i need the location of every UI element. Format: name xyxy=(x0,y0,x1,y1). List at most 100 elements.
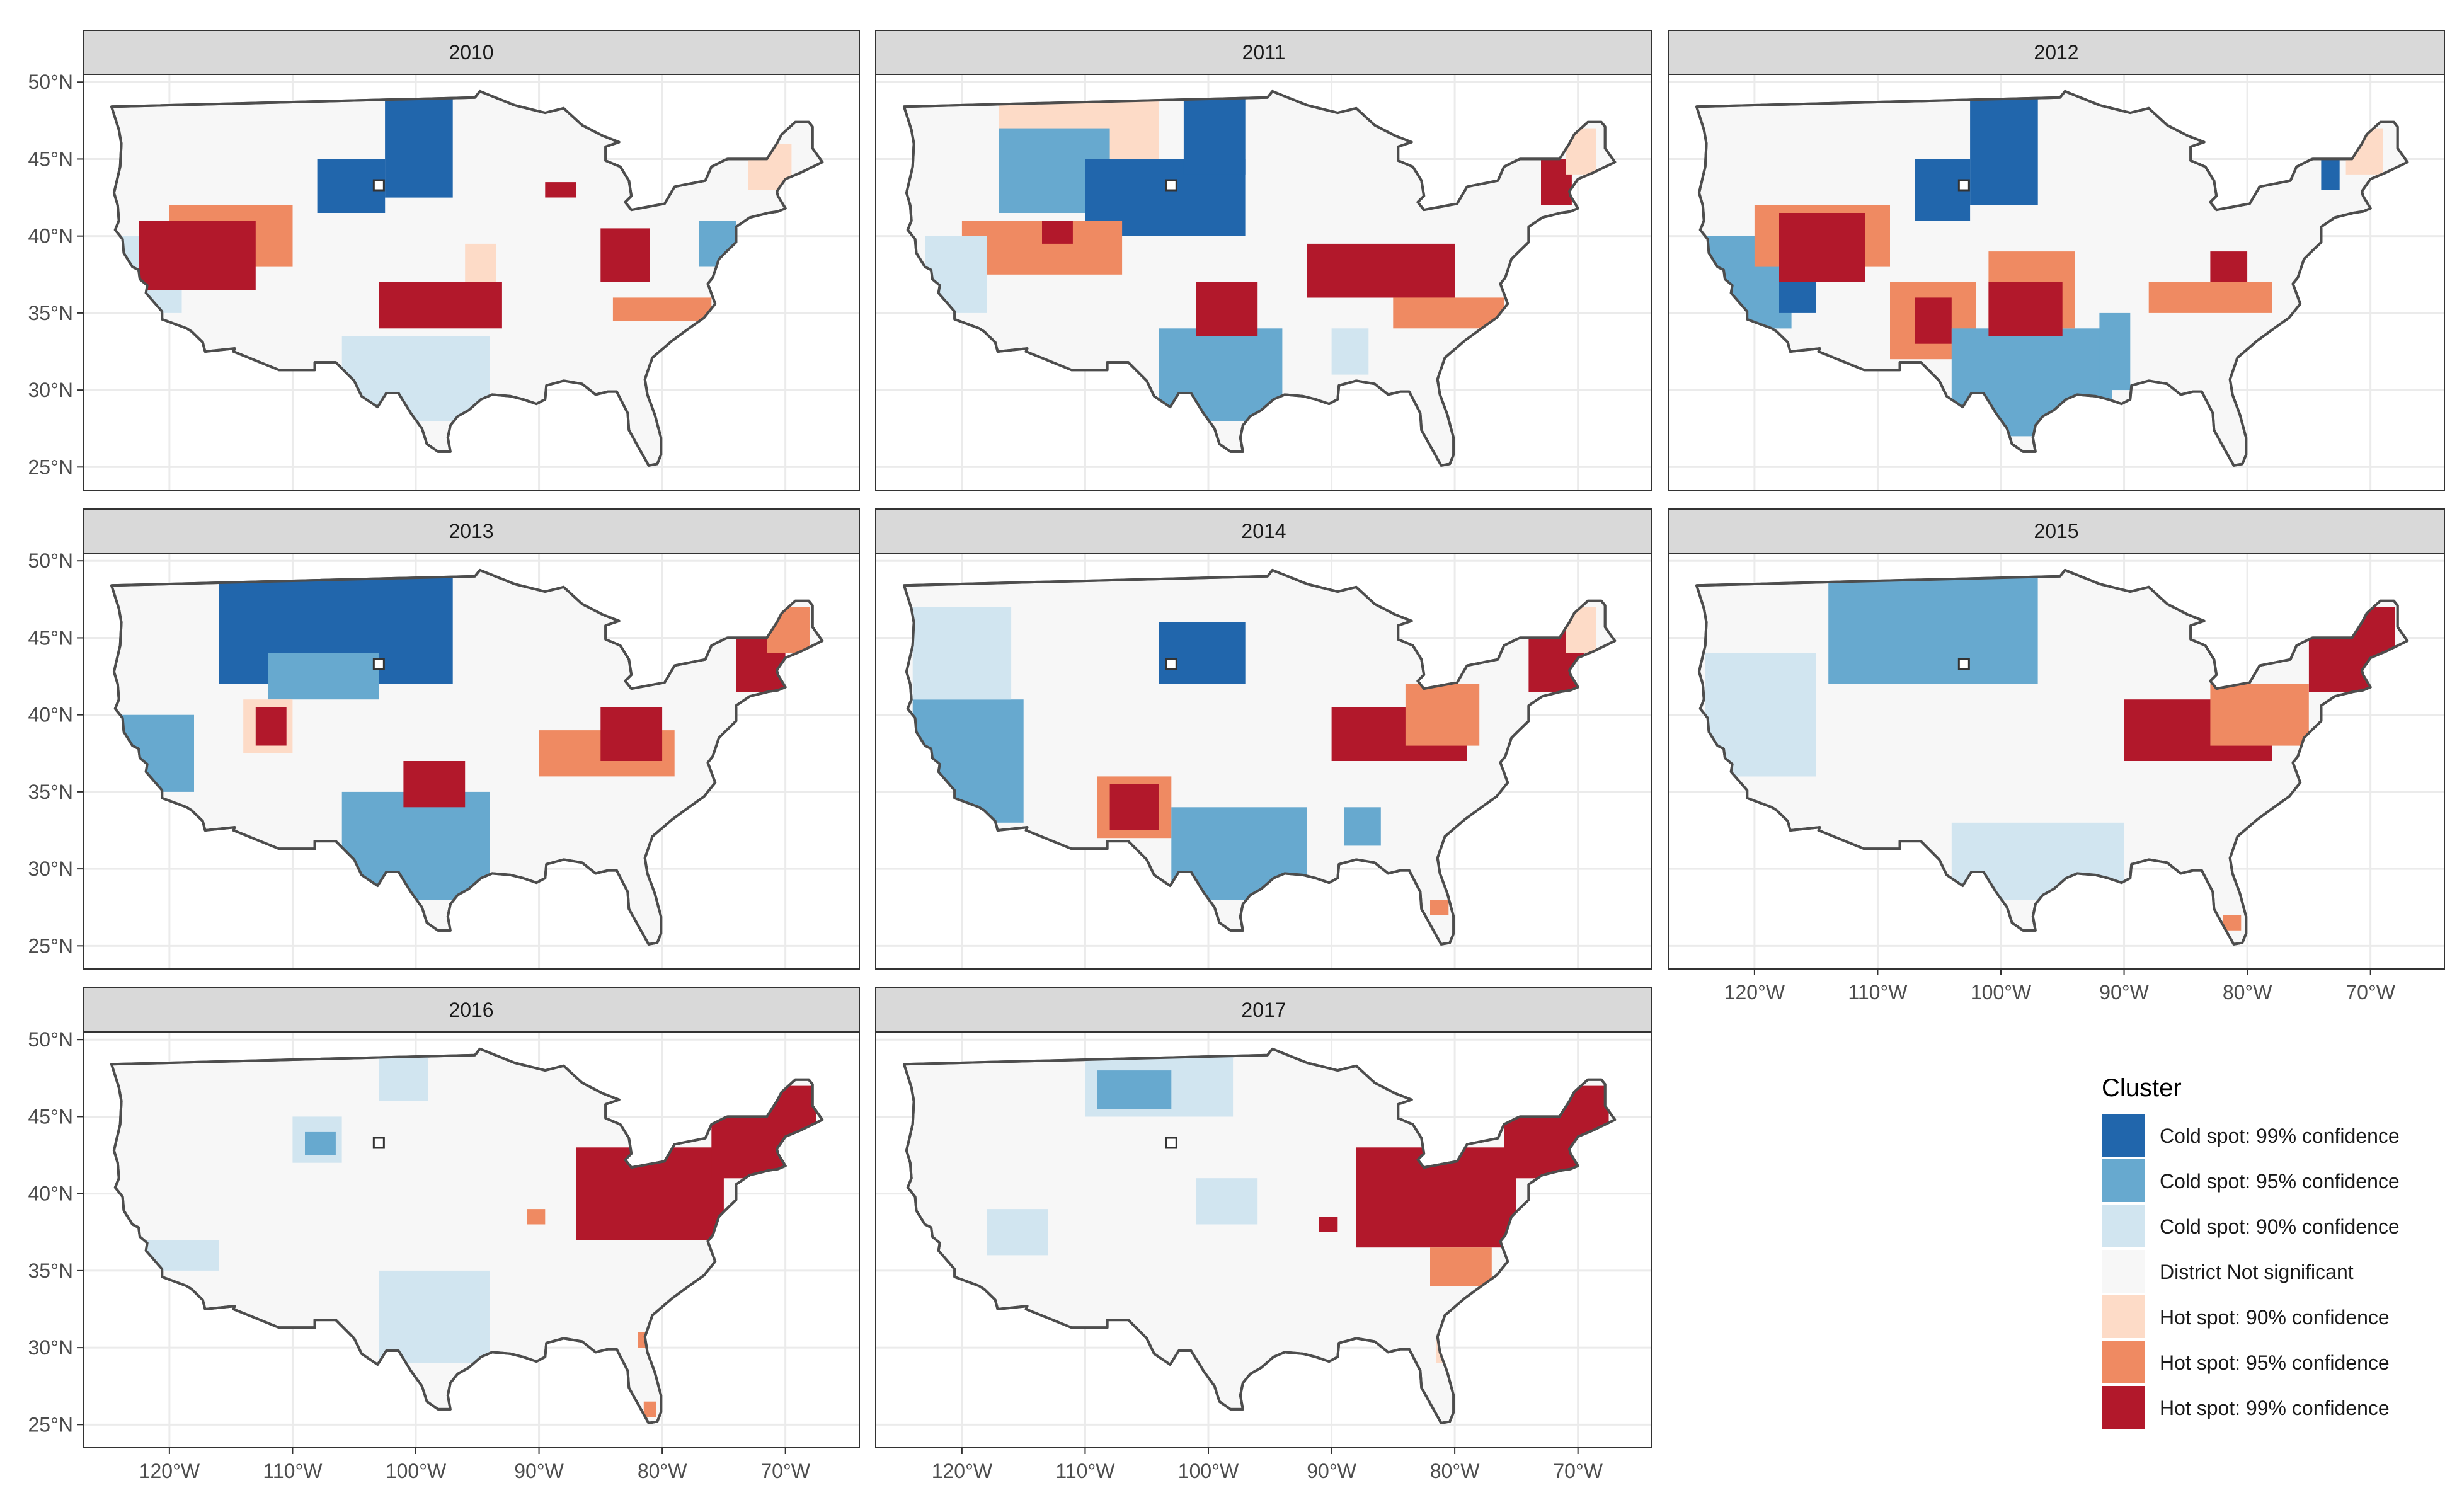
y-tick-label: 35°N xyxy=(28,302,74,324)
cluster-h95 xyxy=(1405,684,1480,746)
usa-outline xyxy=(903,89,1617,467)
cluster-c90 xyxy=(1331,328,1369,375)
cluster-h95 xyxy=(1393,297,1504,329)
facet-label: 2013 xyxy=(449,520,493,542)
usa-outline xyxy=(1695,89,2409,467)
location-marker xyxy=(372,658,385,670)
y-tick-label: 40°N xyxy=(28,225,74,248)
y-tick-label: 25°N xyxy=(28,1413,74,1436)
panel-border xyxy=(1668,553,2445,970)
cluster-h95 xyxy=(643,1401,656,1418)
x-tick-label: 80°W xyxy=(2223,981,2272,1004)
y-tick-label: 35°N xyxy=(28,781,74,803)
usa-outline xyxy=(903,1047,1617,1424)
legend-label: Cold spot: 95% confidence xyxy=(2160,1170,2400,1193)
x-tick-label: 120°W xyxy=(932,1460,993,1482)
cluster-h99 xyxy=(1915,297,1952,344)
panel-2017: 2017 120°W 110°W 100°W 90°W 80°W 70°W xyxy=(875,987,1652,1482)
facet-label: 2014 xyxy=(1241,520,1286,542)
y-tick-label: 30°N xyxy=(28,857,74,880)
facet-panels: 2010 50°N 45°N 40°N 35°N 30°N 25°N 2011 2012 2013… xyxy=(28,30,2445,1482)
location-marker xyxy=(1165,1137,1177,1149)
location-marker xyxy=(1957,179,1970,192)
cluster-c95 xyxy=(1097,1070,1172,1109)
legend-label: Hot spot: 90% confidence xyxy=(2160,1306,2390,1329)
x-tick-label: 90°W xyxy=(1307,1460,1356,1482)
x-tick-label: 120°W xyxy=(1724,981,1785,1004)
y-tick-label: 50°N xyxy=(28,71,74,93)
cluster-c90 xyxy=(912,607,1012,700)
panel-border xyxy=(875,1031,1652,1448)
panel-2015: 2015 120°W 110°W 100°W 90°W 80°W 70°W xyxy=(1668,508,2445,1004)
panel-border xyxy=(1668,74,2445,491)
panel-border xyxy=(83,1031,860,1448)
x-tick-label: 110°W xyxy=(1848,981,1908,1004)
cluster-h95 xyxy=(2148,282,2272,313)
y-tick-label: 50°N xyxy=(28,549,74,572)
legend-swatch xyxy=(2102,1250,2145,1293)
panel-border xyxy=(875,74,1652,491)
facet-label: 2010 xyxy=(449,41,493,64)
location-marker xyxy=(372,179,385,192)
panel-2016: 2016 50°N 45°N 40°N 35°N 30°N 25°N 120°W 110°W 10… xyxy=(28,987,860,1482)
cluster-layer xyxy=(1705,97,2383,437)
cluster-h99 xyxy=(403,761,466,808)
cluster-h99 xyxy=(1042,220,1073,244)
x-tick-label: 100°W xyxy=(1178,1460,1239,1482)
y-tick-label: 40°N xyxy=(28,704,74,726)
cluster-h95 xyxy=(1430,1247,1492,1286)
facet-label: 2015 xyxy=(2034,520,2078,542)
x-tick-label: 80°W xyxy=(1430,1460,1480,1482)
y-tick-label: 25°N xyxy=(28,934,74,957)
y-tick-label: 45°N xyxy=(28,1105,74,1128)
panel-border xyxy=(83,553,860,970)
cluster-h99 xyxy=(1319,1217,1338,1232)
panel-2014: 2014 xyxy=(875,508,1652,970)
cluster-c90 xyxy=(379,1270,490,1363)
usa-outline xyxy=(903,568,1617,946)
facet-strip xyxy=(83,30,860,75)
cluster-c99 xyxy=(1970,97,2038,205)
legend-swatch xyxy=(2102,1159,2145,1202)
cluster-h95 xyxy=(2210,684,2309,746)
y-tick-label: 30°N xyxy=(28,1336,74,1359)
y-tick-label: 25°N xyxy=(28,455,74,478)
facet-strip xyxy=(1668,508,2445,554)
cluster-layer xyxy=(1705,576,2395,931)
usa-outline xyxy=(110,89,824,467)
cluster-c95 xyxy=(1344,807,1381,846)
cluster-h95 xyxy=(527,1209,546,1225)
panel-border xyxy=(875,553,1652,970)
cluster-c95 xyxy=(268,653,379,700)
x-tick-label: 90°W xyxy=(2099,981,2149,1004)
cluster-h99 xyxy=(545,182,576,198)
cluster-h99 xyxy=(1988,282,2063,336)
usa-outline xyxy=(110,568,824,946)
legend-swatch xyxy=(2102,1295,2145,1338)
cluster-h99 xyxy=(600,707,663,761)
cluster-h99 xyxy=(1109,784,1159,830)
x-tick-label: 80°W xyxy=(638,1460,687,1482)
legend-label: Hot spot: 95% confidence xyxy=(2160,1351,2390,1374)
facet-label: 2017 xyxy=(1241,999,1286,1021)
legend-label: Hot spot: 99% confidence xyxy=(2160,1397,2390,1419)
location-marker xyxy=(1165,658,1177,670)
location-marker xyxy=(1957,658,1970,670)
panel-2010: 2010 50°N 45°N 40°N 35°N 30°N 25°N xyxy=(28,30,860,491)
y-tick-label: 50°N xyxy=(28,1028,74,1051)
panel-border xyxy=(83,74,860,491)
x-tick-label: 110°W xyxy=(1055,1460,1115,1482)
legend-title: Cluster xyxy=(2102,1074,2182,1102)
cluster-c95 xyxy=(305,1131,336,1155)
y-tick-label: 40°N xyxy=(28,1183,74,1205)
facet-strip xyxy=(83,987,860,1033)
cluster-c99 xyxy=(1183,97,1246,175)
legend: Cluster Cold spot: 99% confidence Cold spo… xyxy=(2102,1074,2400,1429)
x-tick-label: 120°W xyxy=(139,1460,200,1482)
cluster-h99 xyxy=(1779,213,1865,282)
y-tick-label: 45°N xyxy=(28,147,74,170)
legend-label: District Not significant xyxy=(2160,1261,2354,1283)
panel-2011: 2011 xyxy=(875,30,1652,491)
x-tick-label: 70°W xyxy=(1553,1460,1603,1482)
